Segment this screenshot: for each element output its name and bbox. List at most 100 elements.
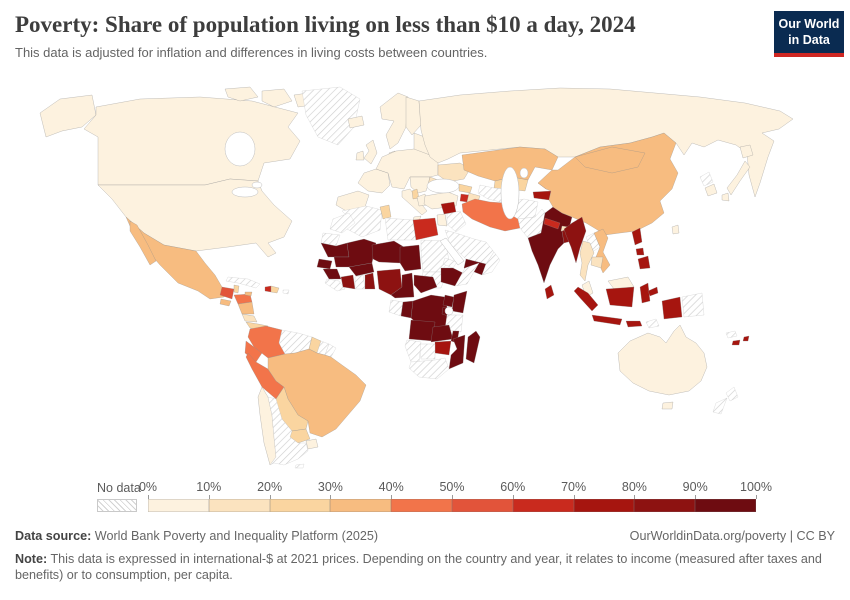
legend-segment[interactable]	[148, 499, 209, 512]
country-morocco[interactable]	[329, 212, 356, 234]
country-somalia[interactable]	[454, 262, 480, 287]
country-belize[interactable]	[233, 284, 240, 294]
country-timor-leste[interactable]	[645, 318, 660, 329]
country-italy[interactable]	[401, 188, 428, 216]
country-cameroon[interactable]	[390, 272, 415, 299]
country-georgia[interactable]	[458, 183, 473, 194]
country-canada-arctic1[interactable]	[224, 86, 259, 102]
country-senegal[interactable]	[316, 258, 333, 270]
country-usa-alaska[interactable]	[39, 94, 97, 138]
country-chad[interactable]	[399, 244, 422, 272]
country-sri-lanka[interactable]	[544, 284, 555, 300]
country-sierra-leone-liberia[interactable]	[324, 278, 346, 292]
country-mongolia[interactable]	[574, 146, 646, 174]
country-new-caledonia[interactable]	[725, 330, 738, 339]
country-japan-honshu[interactable]	[726, 160, 751, 196]
country-indonesia-sulawesi[interactable]	[639, 282, 651, 304]
country-finland[interactable]	[405, 96, 422, 136]
country-fiji[interactable]	[731, 339, 741, 346]
country-angola[interactable]	[408, 319, 436, 342]
country-myanmar[interactable]	[563, 216, 587, 264]
license-link[interactable]: CC BY	[796, 529, 836, 543]
country-indonesia-lesser-sunda[interactable]	[625, 320, 643, 328]
country-central-african-republic[interactable]	[413, 274, 438, 294]
country-jamaica[interactable]	[244, 291, 253, 297]
country-japan-kyushu[interactable]	[721, 192, 730, 202]
legend-segment[interactable]	[208, 499, 270, 512]
country-burkina-faso[interactable]	[348, 262, 375, 277]
country-uruguay[interactable]	[305, 438, 319, 450]
country-guatemala[interactable]	[219, 286, 235, 300]
country-south-korea[interactable]	[704, 183, 718, 197]
country-united-kingdom[interactable]	[363, 139, 378, 165]
country-ukraine[interactable]	[437, 162, 471, 183]
country-russia[interactable]	[418, 87, 794, 198]
country-indonesia-java[interactable]	[591, 314, 623, 326]
country-costa-rica[interactable]	[241, 313, 258, 323]
country-puerto-rico[interactable]	[282, 289, 290, 295]
country-new-zealand-south[interactable]	[712, 397, 728, 415]
country-france[interactable]	[357, 168, 391, 194]
country-tajikistan[interactable]	[532, 190, 552, 201]
country-libya[interactable]	[384, 217, 417, 241]
country-papua-new-guinea[interactable]	[681, 292, 705, 318]
country-nicaragua[interactable]	[237, 301, 255, 315]
country-mexico-baja[interactable]	[129, 220, 157, 266]
country-haiti[interactable]	[264, 285, 272, 293]
country-vietnam[interactable]	[593, 228, 611, 274]
country-north-korea[interactable]	[699, 171, 714, 187]
country-niger[interactable]	[371, 240, 405, 264]
country-indonesia-sulawesi-arm[interactable]	[647, 286, 659, 297]
country-uganda[interactable]	[442, 294, 455, 308]
legend-segment[interactable]	[634, 499, 696, 512]
country-botswana[interactable]	[418, 343, 436, 360]
country-ireland[interactable]	[355, 150, 365, 161]
legend-segment[interactable]	[695, 499, 756, 512]
country-indonesia-sumatra[interactable]	[573, 286, 599, 312]
country-cuba[interactable]	[225, 276, 261, 289]
country-brazil[interactable]	[267, 348, 367, 438]
country-philippines-mindanao[interactable]	[637, 255, 651, 270]
legend-segment[interactable]	[330, 499, 392, 512]
country-tunisia[interactable]	[379, 204, 392, 220]
country-mali[interactable]	[333, 238, 377, 268]
country-jordan-israel[interactable]	[436, 213, 448, 227]
country-greenland[interactable]	[301, 86, 361, 146]
owid-logo[interactable]: Our World in Data	[774, 11, 844, 57]
country-dominican-republic[interactable]	[270, 285, 280, 294]
country-new-zealand-north[interactable]	[725, 386, 739, 402]
country-togo-benin[interactable]	[364, 272, 376, 290]
country-iraq[interactable]	[446, 210, 467, 233]
country-ivory-coast[interactable]	[340, 274, 356, 290]
country-oman[interactable]	[481, 251, 501, 276]
legend-segment[interactable]	[451, 499, 513, 512]
country-zimbabwe[interactable]	[434, 340, 452, 356]
country-fiji-2[interactable]	[742, 335, 750, 342]
country-canada[interactable]	[83, 96, 301, 186]
legend-segment[interactable]	[391, 499, 452, 512]
country-gabon[interactable]	[388, 299, 404, 317]
legend-segment[interactable]	[269, 499, 331, 512]
country-indonesia-kalimantan[interactable]	[605, 286, 635, 308]
country-indonesia-west-papua[interactable]	[661, 296, 683, 320]
legend-segment[interactable]	[573, 499, 635, 512]
country-el-salvador[interactable]	[219, 298, 232, 307]
country-australia[interactable]	[617, 324, 708, 396]
country-thailand[interactable]	[579, 240, 595, 282]
country-zambia[interactable]	[430, 324, 454, 343]
country-japan-hokkaido[interactable]	[739, 144, 754, 159]
country-guinea[interactable]	[322, 268, 342, 280]
country-namibia[interactable]	[404, 339, 422, 363]
country-kenya[interactable]	[451, 290, 468, 314]
legend-segment[interactable]	[512, 499, 574, 512]
country-iceland[interactable]	[347, 115, 365, 129]
country-cambodia[interactable]	[590, 256, 604, 269]
country-madagascar[interactable]	[465, 330, 481, 364]
owid-link[interactable]: OurWorldinData.org/poverty	[629, 529, 787, 543]
country-taiwan[interactable]	[671, 224, 680, 235]
country-philippines-luzon[interactable]	[631, 227, 643, 246]
country-canada-arctic2[interactable]	[261, 88, 293, 108]
country-ghana[interactable]	[354, 274, 366, 290]
country-ecuador[interactable]	[244, 340, 263, 363]
country-argentina[interactable]	[267, 396, 309, 466]
